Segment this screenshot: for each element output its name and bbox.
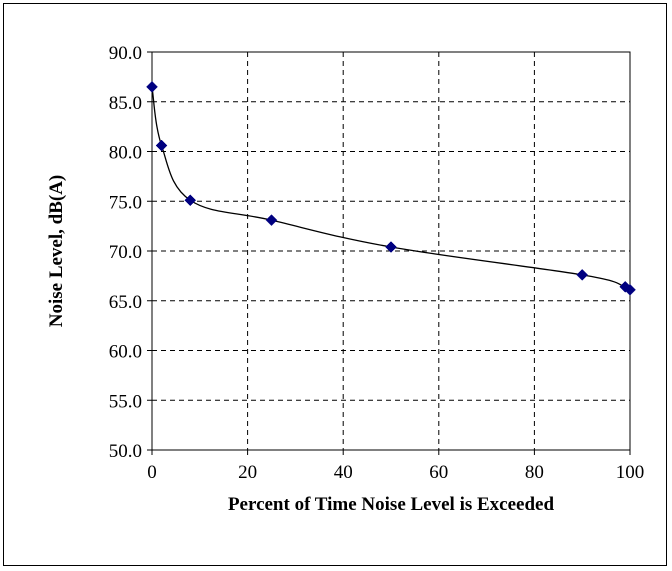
x-tick-label: 100 [616,462,645,483]
y-tick-label: 70.0 [109,242,142,263]
series-markers [146,80,636,296]
y-tick-label: 65.0 [109,292,142,313]
x-axis-title: Percent of Time Noise Level is Exceeded [228,494,555,515]
data-point [385,241,397,253]
data-point [184,194,197,207]
x-tick-label: 80 [525,462,544,483]
y-tick-label: 90.0 [109,43,142,64]
data-point [146,80,158,93]
y-tick-label: 50.0 [109,441,142,462]
chart-frame [3,3,667,566]
data-point [265,214,278,227]
grid [152,52,630,450]
y-axis-ticks: 50.0 55.0 60.0 65.0 70.0 75.0 80.0 85.0 90.0 [109,43,152,462]
y-tick-label: 80.0 [109,143,142,164]
x-tick-label: 0 [147,462,157,483]
y-axis-title: Noise Level, dB(A) [46,175,67,328]
x-axis-ticks: 0 20 40 60 80 100 [147,450,644,483]
y-tick-label: 75.0 [109,192,142,213]
data-point [155,139,168,152]
x-tick-label: 60 [429,462,448,483]
y-tick-label: 85.0 [109,93,142,114]
data-point [576,269,589,281]
y-tick-label: 60.0 [109,342,142,363]
x-tick-label: 20 [238,462,257,483]
y-tick-label: 55.0 [109,391,142,412]
x-tick-label: 40 [334,462,353,483]
series-line [151,86,632,291]
data-point [624,283,636,296]
